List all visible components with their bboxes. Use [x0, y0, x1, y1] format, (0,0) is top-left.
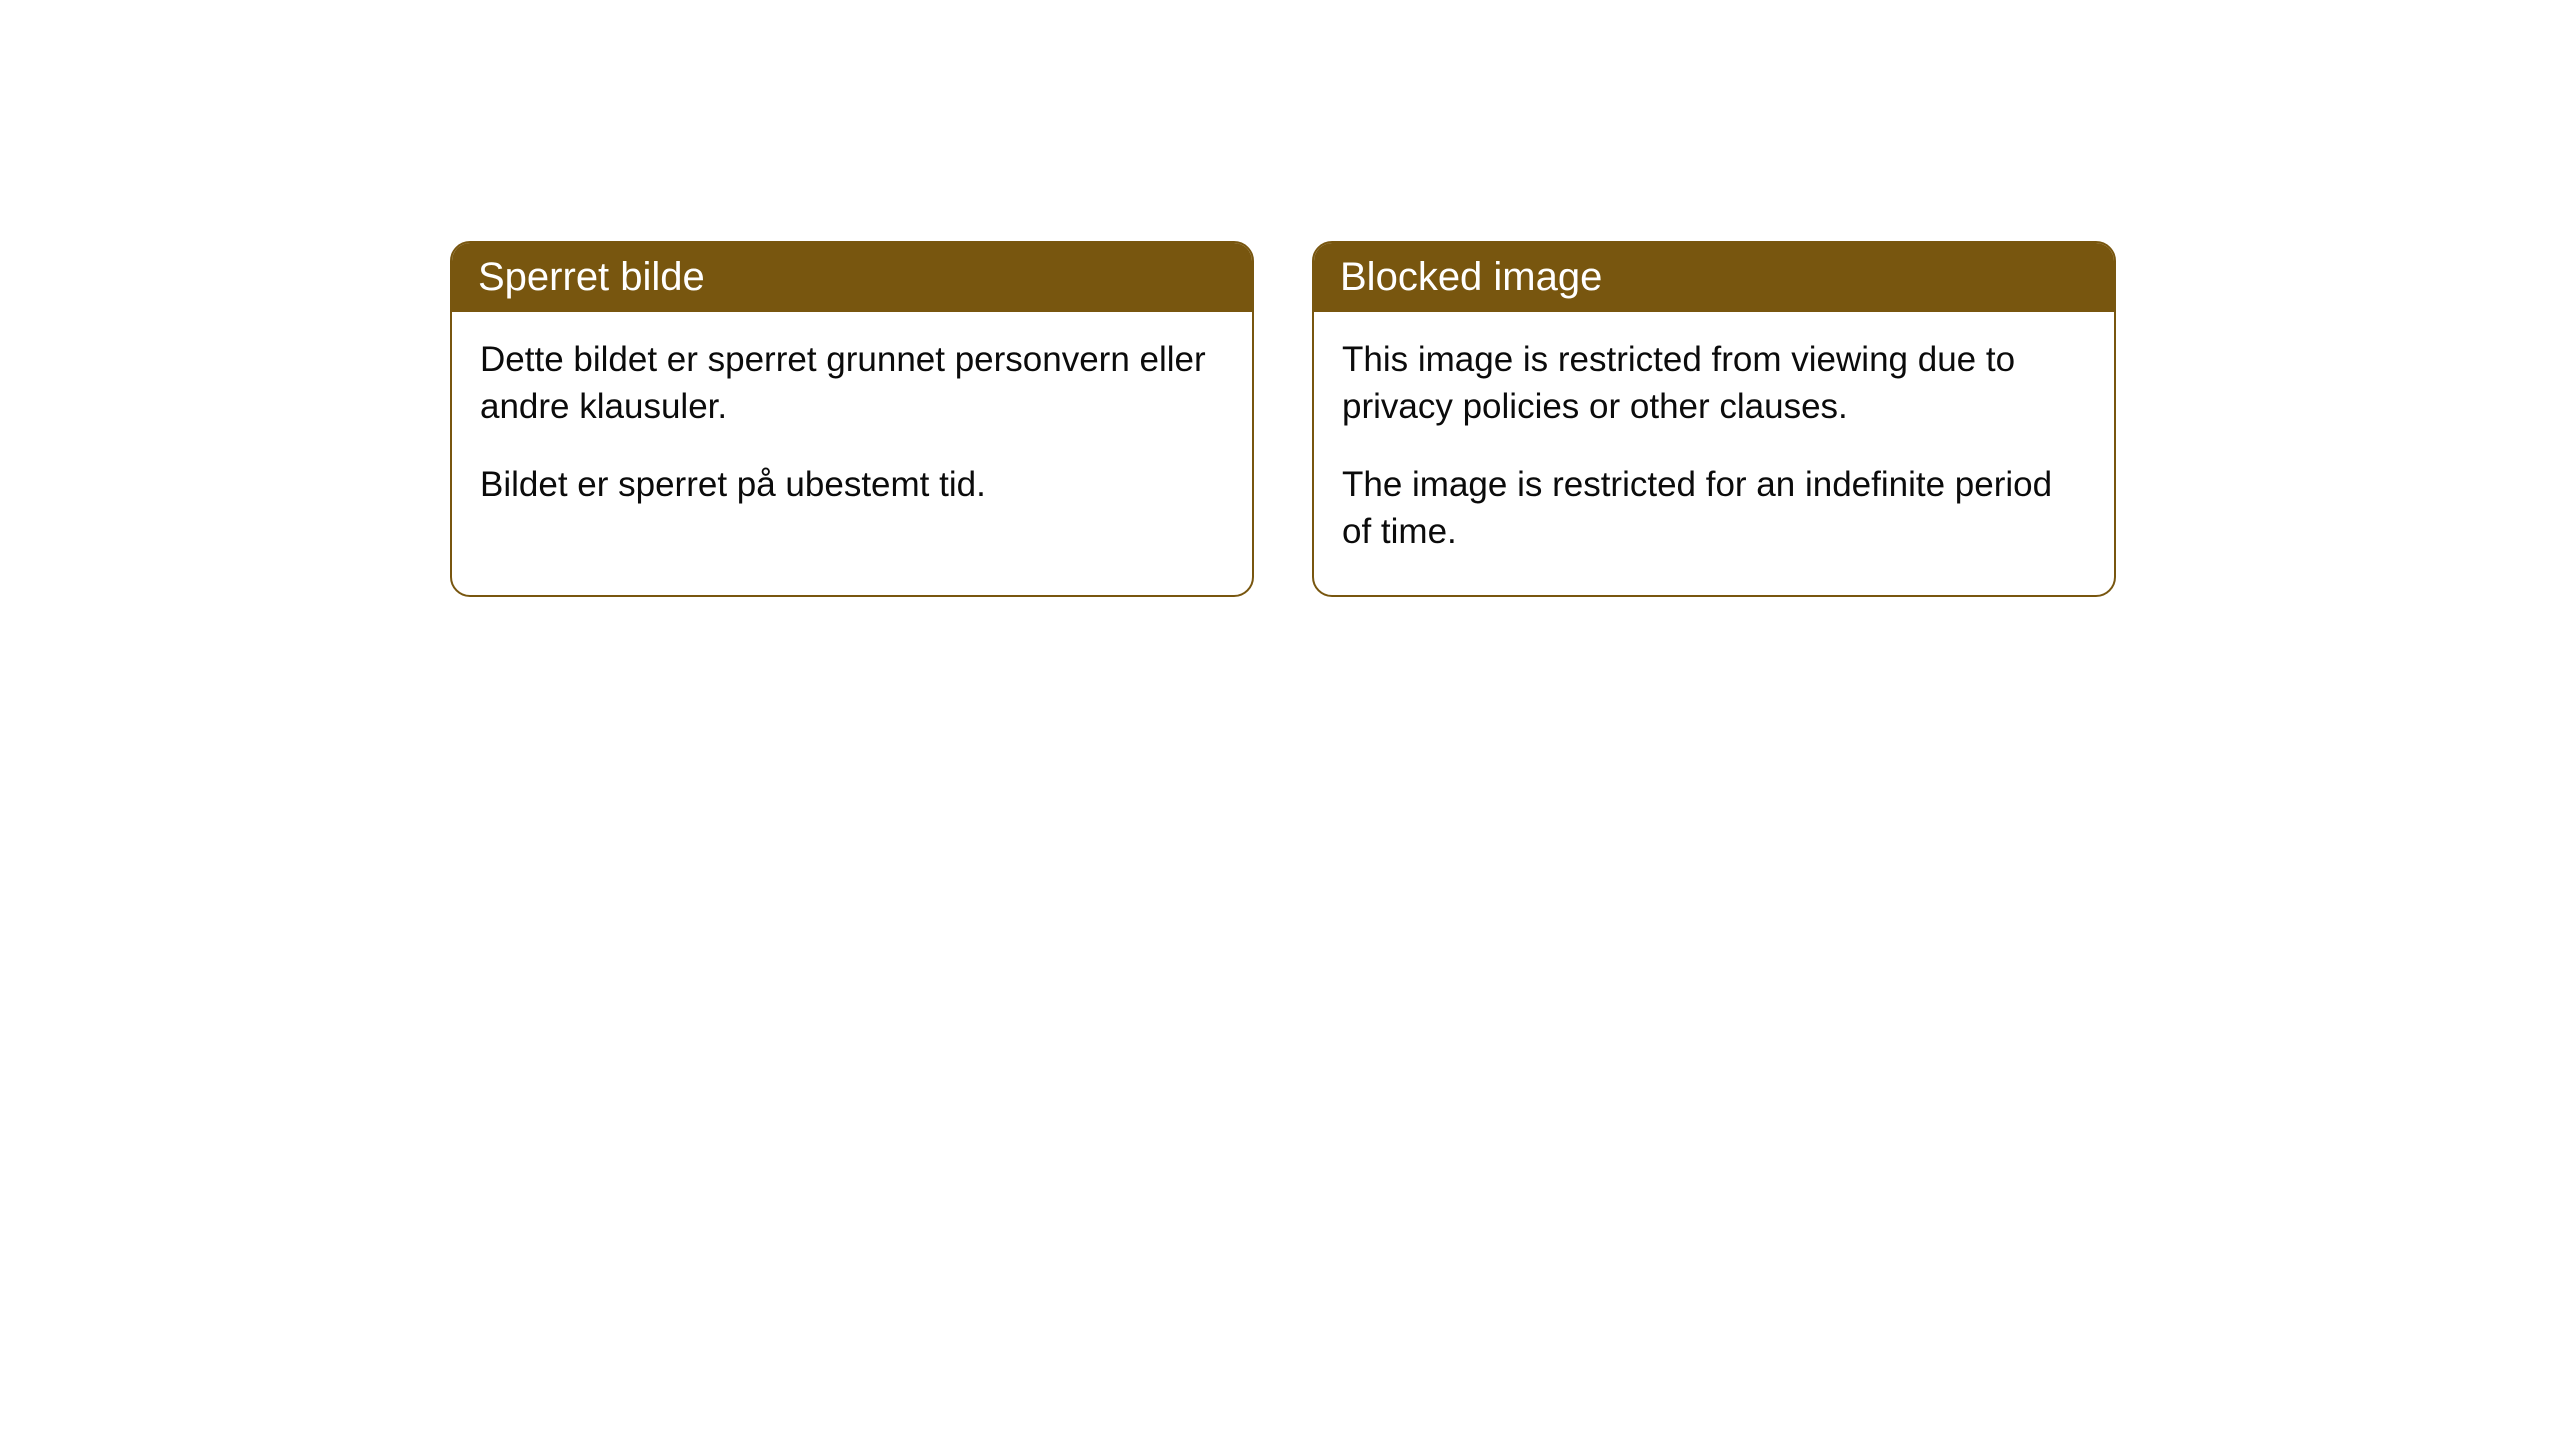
card-title: Blocked image [1340, 255, 1602, 299]
card-title: Sperret bilde [478, 255, 705, 299]
card-paragraph: Bildet er sperret på ubestemt tid. [480, 461, 1224, 508]
card-paragraph: Dette bildet er sperret grunnet personve… [480, 336, 1224, 431]
notice-card-english: Blocked image This image is restricted f… [1312, 241, 2116, 597]
notice-card-norwegian: Sperret bilde Dette bildet er sperret gr… [450, 241, 1254, 597]
notice-cards-container: Sperret bilde Dette bildet er sperret gr… [450, 241, 2116, 597]
card-header: Sperret bilde [452, 243, 1252, 312]
card-body: Dette bildet er sperret grunnet personve… [452, 312, 1252, 548]
card-paragraph: This image is restricted from viewing du… [1342, 336, 2086, 431]
card-body: This image is restricted from viewing du… [1314, 312, 2114, 595]
card-paragraph: The image is restricted for an indefinit… [1342, 461, 2086, 556]
card-header: Blocked image [1314, 243, 2114, 312]
